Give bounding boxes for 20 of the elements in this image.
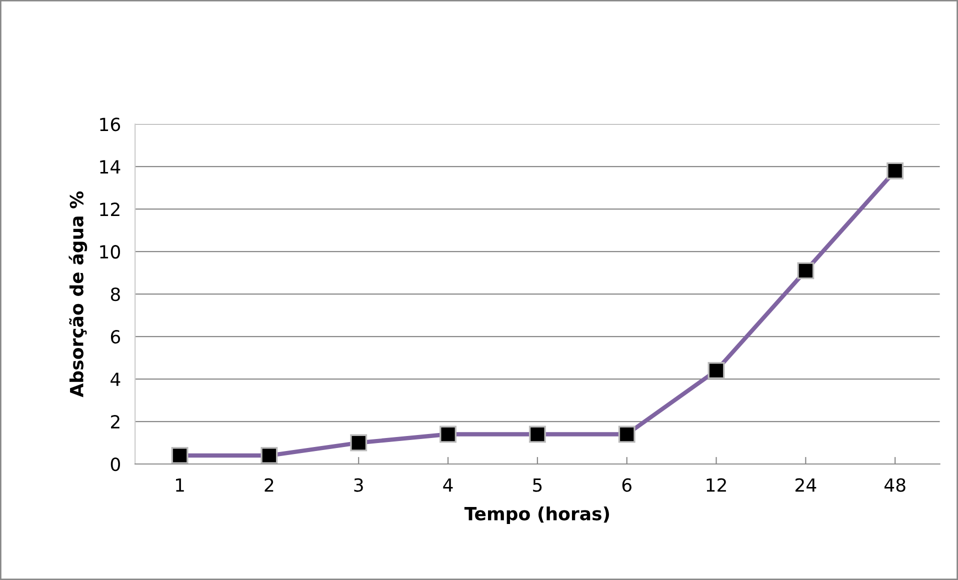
x-tick-label: 2 (264, 478, 274, 492)
y-tick-label: 4 (110, 372, 120, 386)
y-tick-label: 0 (110, 457, 120, 472)
x-tick-label: 5 (533, 478, 542, 492)
y-tick-label: 12 (100, 202, 120, 216)
y-tick-label: 10 (100, 245, 120, 259)
x-tick-label: 24 (796, 478, 816, 492)
y-tick-label: 16 (100, 118, 120, 132)
y-axis-title: Absorção de água % (68, 191, 88, 398)
x-tick-label: 4 (443, 478, 453, 492)
y-tick-label: 2 (111, 414, 120, 428)
x-tick-label: 48 (884, 478, 906, 492)
y-tick-label: 6 (110, 330, 120, 344)
x-tick-label: 3 (354, 478, 363, 492)
x-axis-title: Tempo (horas) (464, 506, 609, 524)
x-tick-label: 6 (622, 478, 632, 492)
y-tick-label: 8 (110, 288, 120, 302)
y-tick-label: 14 (100, 160, 120, 174)
x-tick-label: 1 (176, 478, 184, 492)
x-tick-label: 12 (706, 478, 726, 492)
